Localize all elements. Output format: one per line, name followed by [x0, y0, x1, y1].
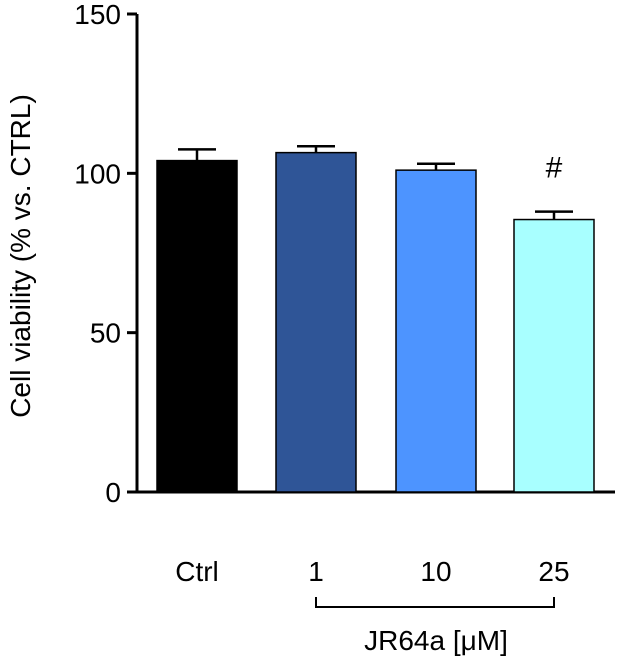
- x-tick-label-Ctrl: Ctrl: [175, 556, 219, 587]
- significance-mark-25: #: [546, 152, 563, 185]
- y-axis-title: Cell viability (% vs. CTRL): [5, 94, 36, 418]
- annotations: #: [546, 152, 563, 185]
- error-bars: [178, 144, 573, 220]
- x-group-label: JR64a [μM]: [364, 625, 508, 656]
- group-bracket-line: [315, 597, 555, 608]
- x-tick-label-10: 10: [420, 556, 451, 587]
- bar-10: [395, 169, 477, 493]
- x-group-bracket: [315, 597, 555, 608]
- x-tick-label-25: 25: [538, 556, 569, 587]
- y-tick-label-150: 150: [74, 0, 121, 30]
- y-axis: 0 50 100 150: [74, 0, 139, 508]
- bars: [156, 151, 595, 493]
- y-tick-label-50: 50: [90, 318, 121, 349]
- x-tick-labels: Ctrl 1 10 25: [175, 556, 569, 587]
- bar-25: [513, 218, 595, 493]
- bar-1: [275, 151, 357, 493]
- y-tick-label-0: 0: [105, 477, 121, 508]
- bar-Ctrl: [156, 159, 238, 493]
- x-tick-label-1: 1: [308, 556, 324, 587]
- y-tick-label-100: 100: [74, 158, 121, 189]
